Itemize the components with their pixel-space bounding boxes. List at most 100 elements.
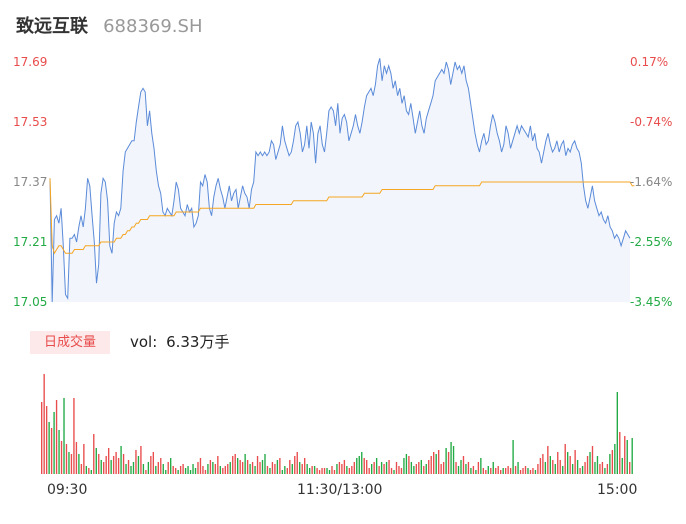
volume-bar: [291, 464, 293, 474]
volume-bar: [415, 464, 418, 474]
volume-bar: [276, 460, 279, 474]
volume-bar: [418, 462, 420, 474]
volume-bar: [579, 468, 581, 474]
volume-bar: [584, 462, 586, 474]
volume-tag[interactable]: 日成交量: [30, 331, 110, 354]
volume-bar: [130, 466, 132, 474]
volume-bar: [425, 464, 427, 474]
volume-bar: [353, 462, 355, 474]
volume-bar: [304, 458, 306, 474]
volume-label: vol:: [130, 333, 158, 351]
volume-bar: [41, 402, 43, 474]
volume-bar: [65, 444, 68, 474]
volume-bar: [440, 464, 442, 474]
volume-bar: [170, 458, 172, 474]
volume-bar: [569, 456, 571, 474]
volume-bar: [428, 460, 430, 474]
volume-bar: [465, 464, 467, 474]
volume-bar: [232, 456, 234, 474]
volume-bar: [93, 434, 95, 474]
volume-bar: [167, 462, 169, 474]
volume-bar: [445, 448, 447, 474]
volume-bar: [480, 458, 482, 474]
volume-bar: [212, 462, 214, 474]
volume-bar: [98, 454, 100, 474]
volume-bar: [361, 452, 363, 474]
volume-bar: [73, 398, 75, 474]
volume-bar: [197, 462, 199, 474]
volume-bar: [95, 448, 97, 474]
volume-bar: [306, 464, 308, 474]
volume-bar: [256, 456, 259, 474]
volume-bar: [112, 456, 115, 474]
volume-bar: [433, 452, 435, 474]
volume-bar: [395, 462, 398, 474]
volume-bar: [328, 470, 331, 474]
volume-bar: [269, 468, 271, 474]
volume-bar: [147, 462, 150, 474]
volume-bar: [132, 462, 135, 474]
volume-bar: [495, 468, 497, 474]
volume-bar: [266, 466, 269, 474]
volume-bar: [229, 462, 231, 474]
price-tick-label: 17.69: [13, 55, 48, 69]
volume-bar: [244, 454, 246, 474]
volume-bar: [100, 460, 102, 474]
volume-bar: [539, 458, 542, 474]
volume-bar: [333, 470, 336, 474]
volume-bar: [241, 462, 244, 474]
volume-bar: [606, 464, 609, 474]
volume-bar: [192, 464, 194, 474]
volume-bar: [316, 468, 318, 474]
volume-bar: [58, 430, 60, 474]
volume-bar: [296, 452, 298, 474]
volume-bar: [294, 456, 296, 474]
volume-bar: [529, 470, 532, 474]
volume-bar: [155, 466, 157, 474]
volume-bar: [552, 460, 554, 474]
volume-bar: [284, 466, 286, 474]
volume-bar: [214, 464, 217, 474]
volume-bar: [90, 470, 92, 474]
volume-bar: [492, 462, 494, 474]
volume-bar: [616, 392, 618, 474]
volume-bar: [601, 462, 604, 474]
percent-tick-label: -0.74%: [630, 115, 673, 129]
volume-bar: [150, 456, 152, 474]
volume-bar: [336, 464, 338, 474]
volume-bar: [251, 462, 254, 474]
volume-bar: [189, 470, 192, 474]
volume-bar: [80, 464, 83, 474]
volume-bar: [500, 470, 502, 474]
volume-bar: [157, 462, 159, 474]
price-line: [49, 58, 631, 303]
volume-bar: [624, 436, 626, 474]
volume-bar: [105, 456, 107, 474]
volume-bar: [338, 462, 341, 474]
volume-bar: [534, 470, 537, 474]
volume-bar: [532, 468, 534, 474]
volume-bar: [107, 448, 110, 474]
volume-bar: [435, 454, 437, 474]
volume-bar: [609, 454, 611, 474]
volume-bar: [224, 466, 226, 474]
volume-bar: [375, 458, 378, 474]
volume-bar: [172, 466, 174, 474]
volume-bar: [179, 466, 182, 474]
volume-bar: [547, 446, 549, 474]
volume-bar: [237, 458, 239, 474]
volume-bar: [423, 466, 425, 474]
price-tick-label: 17.53: [13, 115, 48, 129]
volume-bar: [341, 464, 343, 474]
volume-bar: [455, 462, 457, 474]
volume-bar: [485, 470, 487, 474]
volume-bar: [70, 454, 73, 474]
volume-bar: [514, 466, 517, 474]
volume-bar: [405, 454, 408, 474]
volume-bar: [452, 446, 455, 474]
volume-bar: [85, 466, 88, 474]
volume-bar: [142, 464, 145, 474]
volume-bar: [363, 458, 365, 474]
volume-bar: [403, 458, 405, 474]
volume-bar: [467, 462, 470, 474]
